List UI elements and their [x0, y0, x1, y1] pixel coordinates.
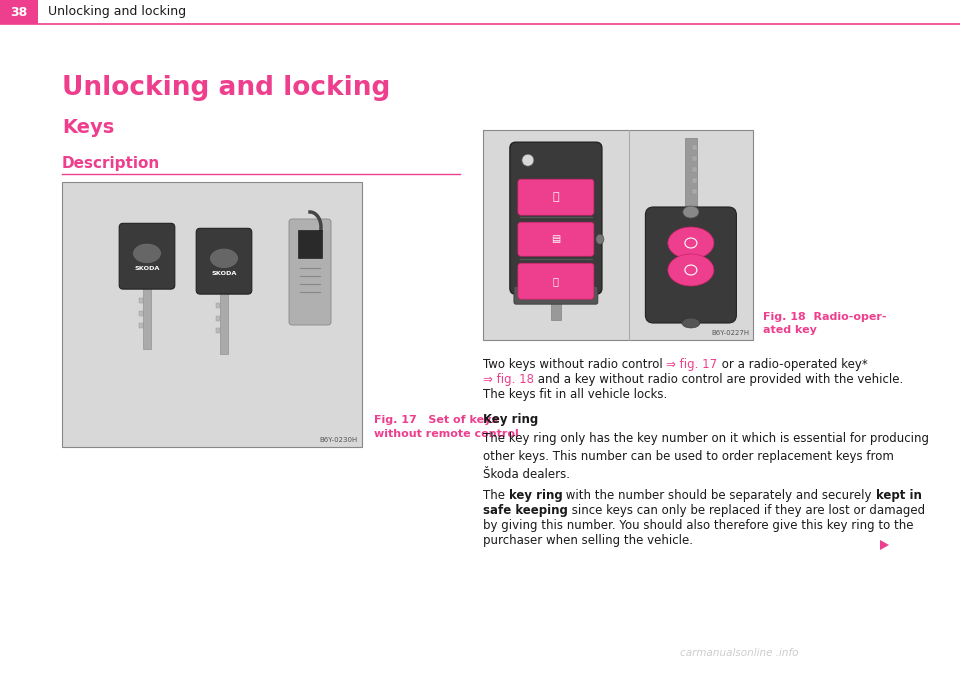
Text: The: The — [483, 489, 509, 502]
Bar — [220, 290, 228, 354]
Text: Fig. 18  Radio-oper-: Fig. 18 Radio-oper- — [763, 312, 886, 322]
Polygon shape — [880, 540, 889, 550]
Bar — [216, 303, 220, 308]
Bar — [216, 328, 220, 333]
FancyBboxPatch shape — [517, 222, 594, 256]
Text: purchaser when selling the vehicle.: purchaser when selling the vehicle. — [483, 534, 693, 547]
Ellipse shape — [682, 318, 700, 328]
Ellipse shape — [596, 234, 604, 244]
Text: Fig. 17   Set of keys: Fig. 17 Set of keys — [374, 415, 498, 425]
Text: without remote control: without remote control — [374, 429, 518, 439]
FancyBboxPatch shape — [196, 228, 252, 294]
FancyBboxPatch shape — [514, 286, 598, 304]
Text: B6Y-0227H: B6Y-0227H — [710, 330, 749, 336]
Text: since keys can only be replaced if they are lost or damaged: since keys can only be replaced if they … — [568, 504, 925, 517]
Bar — [0, 0, 38, 24]
FancyBboxPatch shape — [517, 179, 594, 215]
Text: ▤: ▤ — [551, 234, 561, 244]
Text: safe keeping: safe keeping — [483, 504, 568, 517]
Ellipse shape — [209, 248, 238, 269]
FancyBboxPatch shape — [645, 207, 736, 323]
Bar — [143, 285, 152, 349]
FancyBboxPatch shape — [119, 223, 175, 289]
Bar — [483, 130, 753, 340]
FancyBboxPatch shape — [510, 142, 602, 294]
FancyBboxPatch shape — [289, 219, 331, 325]
Text: B6Y-0230H: B6Y-0230H — [320, 437, 358, 443]
Bar — [692, 145, 697, 150]
Text: The keys fit in all vehicle locks.: The keys fit in all vehicle locks. — [483, 388, 667, 401]
Text: kept in: kept in — [876, 489, 922, 502]
Bar — [139, 298, 143, 303]
Bar — [692, 167, 697, 172]
Bar — [692, 178, 697, 183]
Ellipse shape — [668, 254, 714, 286]
Text: Description: Description — [62, 156, 160, 171]
Ellipse shape — [668, 227, 714, 259]
Text: by giving this number. You should also therefore give this key ring to the: by giving this number. You should also t… — [483, 519, 914, 532]
Bar — [139, 311, 143, 316]
Text: The key ring only has the key number on it which is essential for producing
othe: The key ring only has the key number on … — [483, 432, 929, 481]
Bar — [216, 316, 220, 321]
Text: 38: 38 — [11, 5, 28, 18]
Text: ⇒ fig. 18: ⇒ fig. 18 — [483, 373, 534, 386]
Text: SKODA: SKODA — [134, 267, 159, 271]
Text: ⚿: ⚿ — [553, 276, 559, 286]
Bar — [298, 230, 322, 258]
Text: Unlocking and locking: Unlocking and locking — [62, 75, 391, 101]
Text: key ring: key ring — [509, 489, 563, 502]
Text: Key ring: Key ring — [483, 413, 539, 426]
Bar — [692, 189, 697, 194]
Text: or a radio-operated key*: or a radio-operated key* — [718, 358, 868, 371]
FancyBboxPatch shape — [517, 263, 594, 299]
Text: ⇒ fig. 17: ⇒ fig. 17 — [666, 358, 718, 371]
Bar — [139, 323, 143, 328]
Text: Keys: Keys — [62, 118, 114, 137]
Ellipse shape — [683, 206, 699, 218]
Text: Unlocking and locking: Unlocking and locking — [48, 5, 186, 18]
Text: Two keys without radio control: Two keys without radio control — [483, 358, 666, 371]
Bar — [684, 138, 697, 208]
Ellipse shape — [132, 243, 161, 264]
Text: with the number should be separately and securely: with the number should be separately and… — [563, 489, 876, 502]
Text: carmanualsonline .info: carmanualsonline .info — [680, 648, 799, 658]
Bar — [692, 156, 697, 161]
Ellipse shape — [522, 154, 534, 166]
Text: ated key: ated key — [763, 325, 817, 335]
Bar — [62, 182, 362, 447]
FancyBboxPatch shape — [551, 298, 561, 320]
Text: ⚿: ⚿ — [553, 192, 560, 202]
Text: SKODA: SKODA — [211, 271, 237, 277]
Text: and a key without radio control are provided with the vehicle.: and a key without radio control are prov… — [534, 373, 903, 386]
